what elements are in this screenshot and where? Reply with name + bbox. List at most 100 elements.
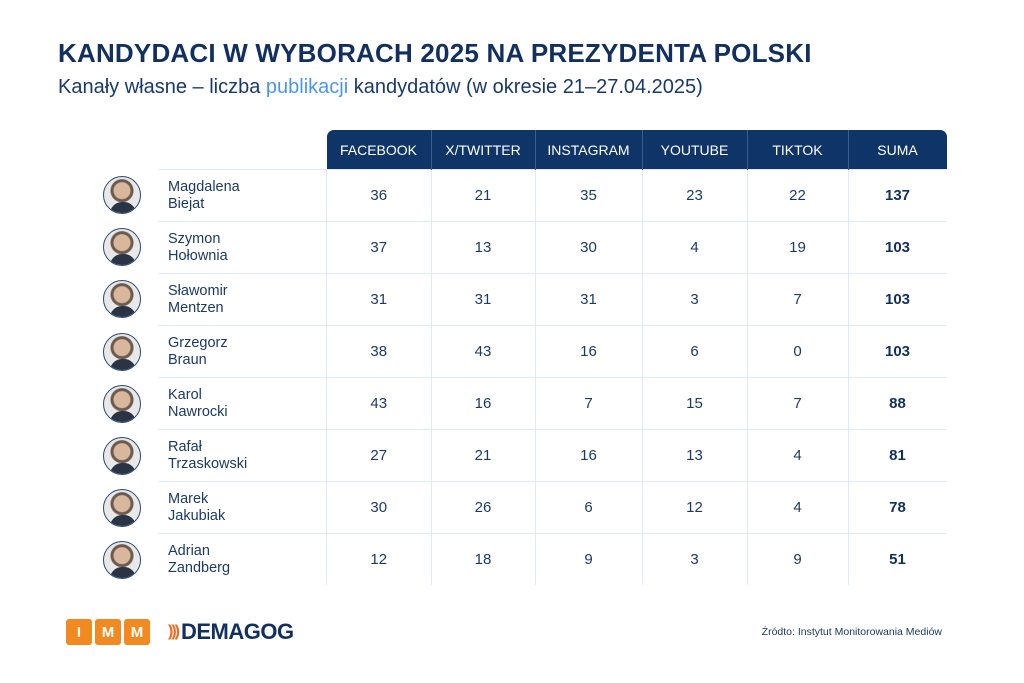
- source-note: Źródto: Instytut Monitorowania Mediów: [761, 626, 942, 638]
- subtitle-highlight: publikacji: [265, 76, 349, 98]
- table-row: Karol Nawrocki 43 16 7 15 7 88: [158, 377, 947, 430]
- candidate-avatar: [103, 384, 141, 423]
- first-name: Sławomir: [168, 282, 228, 299]
- value-cell: 18: [430, 533, 535, 585]
- first-name: Marek: [168, 490, 209, 507]
- sum-cell: 103: [847, 273, 947, 326]
- sum-cell: 88: [847, 377, 947, 430]
- value-cell: 9: [534, 533, 642, 585]
- value-cell: 6: [641, 325, 747, 378]
- signal-icon: ))): [168, 623, 180, 640]
- value-cell: 16: [534, 429, 642, 482]
- demagog-text: DEMAGOG: [180, 619, 294, 644]
- sum-cell: 78: [847, 481, 947, 534]
- value-cell: 7: [534, 377, 642, 430]
- candidate-name: Marek Jakubiak: [158, 481, 327, 534]
- value-cell: 13: [641, 429, 747, 482]
- value-cell: 21: [430, 429, 535, 482]
- sum-cell: 103: [847, 221, 947, 274]
- value-cell: 15: [641, 377, 747, 430]
- last-name: Trzaskowski: [168, 455, 248, 472]
- candidate-name: Adrian Zandberg: [158, 533, 327, 585]
- table-header: FACEBOOK X/TWITTER INSTAGRAM YOUTUBE TIK…: [158, 130, 947, 170]
- last-name: Nawrocki: [168, 403, 228, 420]
- candidate-name: Rafał Trzaskowski: [158, 429, 327, 482]
- candidate-name: Magdalena Biejat: [158, 169, 327, 222]
- value-cell: 16: [430, 377, 535, 430]
- value-cell: 4: [641, 221, 747, 274]
- column-header-twitter: X/TWITTER: [430, 130, 535, 170]
- candidate-avatar: [103, 176, 141, 214]
- first-name: Magdalena: [168, 178, 240, 195]
- value-cell: 35: [534, 169, 642, 222]
- last-name: Mentzen: [168, 299, 224, 316]
- sum-cell: 81: [847, 429, 947, 482]
- candidate-avatar: [103, 280, 141, 319]
- candidate-name: Szymon Hołownia: [158, 221, 327, 274]
- first-name: Adrian: [168, 542, 210, 559]
- table-row: Szymon Hołownia 37 13 30 4 19 103: [158, 221, 947, 274]
- candidate-name: Grzegorz Braun: [158, 325, 327, 378]
- imm-letter: I: [66, 619, 92, 645]
- column-header-tiktok: TIKTOK: [746, 130, 848, 170]
- page-subtitle: Kanały własne – liczba publikacji kandyd…: [58, 76, 703, 99]
- table-row: Marek Jakubiak 30 26 6 12 4 78: [158, 481, 947, 534]
- candidate-avatar: [103, 332, 141, 371]
- value-cell: 23: [641, 169, 747, 222]
- sum-cell: 137: [847, 169, 947, 222]
- value-cell: 30: [326, 481, 431, 534]
- publications-table: FACEBOOK X/TWITTER INSTAGRAM YOUTUBE TIK…: [158, 130, 947, 585]
- value-cell: 21: [430, 169, 535, 222]
- value-cell: 7: [746, 377, 848, 430]
- last-name: Hołownia: [168, 247, 228, 264]
- candidate-name: Karol Nawrocki: [158, 377, 327, 430]
- value-cell: 31: [326, 273, 431, 326]
- value-cell: 36: [326, 169, 431, 222]
- subtitle-text-end: kandydatów (w okresie 21–27.04.2025): [348, 76, 703, 98]
- column-header-instagram: INSTAGRAM: [534, 130, 642, 170]
- value-cell: 4: [746, 429, 848, 482]
- value-cell: 12: [641, 481, 747, 534]
- value-cell: 13: [430, 221, 535, 274]
- value-cell: 31: [534, 273, 642, 326]
- value-cell: 43: [430, 325, 535, 378]
- value-cell: 22: [746, 169, 848, 222]
- demagog-logo: ))) DEMAGOG: [168, 619, 294, 645]
- value-cell: 19: [746, 221, 848, 274]
- first-name: Karol: [168, 386, 202, 403]
- column-header-youtube: YOUTUBE: [641, 130, 747, 170]
- subtitle-text: Kanały własne – liczba: [58, 76, 266, 98]
- value-cell: 30: [534, 221, 642, 274]
- first-name: Grzegorz: [168, 334, 228, 351]
- last-name: Jakubiak: [168, 507, 226, 524]
- value-cell: 0: [746, 325, 848, 378]
- last-name: Biejat: [168, 195, 205, 212]
- table-row: Magdalena Biejat 36 21 35 23 22 137: [158, 169, 947, 222]
- first-name: Rafał: [168, 438, 202, 455]
- value-cell: 7: [746, 273, 848, 326]
- candidate-avatar: [103, 228, 141, 267]
- candidate-name: Sławomir Mentzen: [158, 273, 327, 326]
- table-row: Grzegorz Braun 38 43 16 6 0 103: [158, 325, 947, 378]
- candidate-avatar: [103, 489, 141, 528]
- value-cell: 38: [326, 325, 431, 378]
- value-cell: 27: [326, 429, 431, 482]
- value-cell: 37: [326, 221, 431, 274]
- sum-cell: 103: [847, 325, 947, 378]
- value-cell: 43: [326, 377, 431, 430]
- imm-letter: M: [95, 619, 121, 645]
- header-blank: [158, 130, 327, 170]
- table-row: Sławomir Mentzen 31 31 31 3 7 103: [158, 273, 947, 326]
- column-header-facebook: FACEBOOK: [326, 130, 431, 170]
- value-cell: 12: [326, 533, 431, 585]
- value-cell: 3: [641, 273, 747, 326]
- table-row: Adrian Zandberg 12 18 9 3 9 51: [158, 533, 947, 585]
- value-cell: 16: [534, 325, 642, 378]
- column-header-suma: SUMA: [847, 130, 947, 170]
- value-cell: 31: [430, 273, 535, 326]
- page-title: KANDYDACI W WYBORACH 2025 NA PREZYDENTA …: [58, 38, 812, 68]
- first-name: Szymon: [168, 230, 221, 247]
- candidate-avatar: [103, 437, 141, 475]
- table-row: Rafał Trzaskowski 27 21 16 13 4 81: [158, 429, 947, 482]
